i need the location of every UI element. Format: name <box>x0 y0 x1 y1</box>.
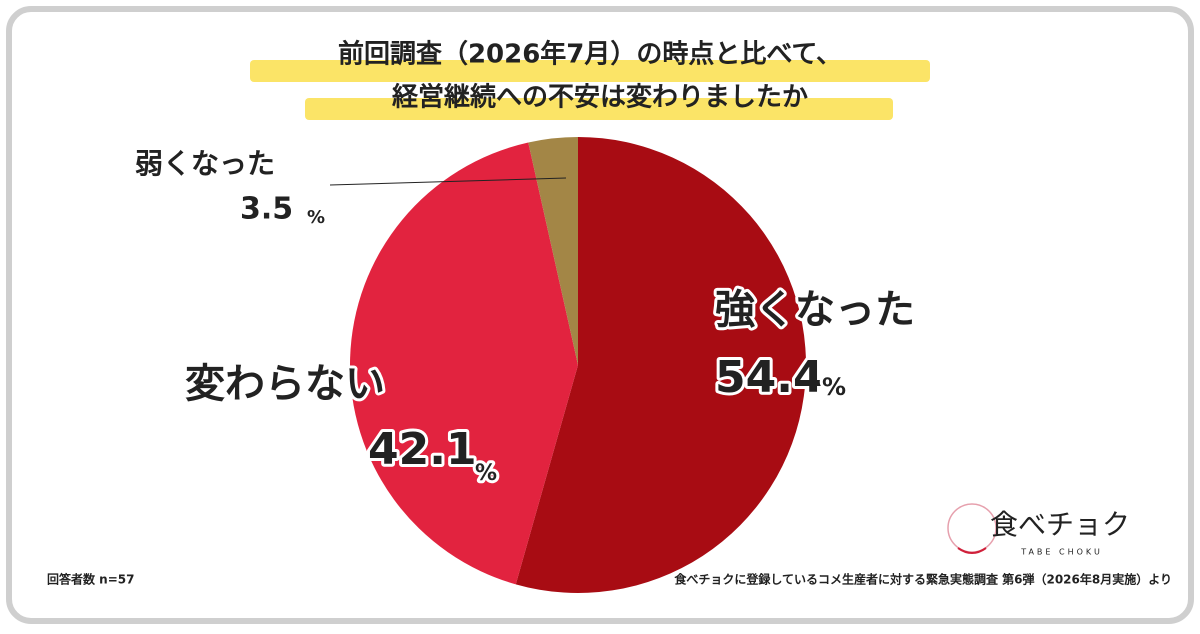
leader-line <box>329 177 567 186</box>
source: 食べチョクに登録しているコメ生産者に対する緊急実態調査 第6弾（2026年8月実… <box>673 572 1172 587</box>
slice-label: 強くなった <box>715 287 915 333</box>
logo-romaji: TABE CHOKU <box>1020 548 1103 557</box>
logo-mark <box>957 547 987 554</box>
slice-label: 変わらない <box>185 361 385 407</box>
slice-label: 弱くなった <box>135 147 275 180</box>
value-label: 42.1 <box>368 424 477 475</box>
title-highlight <box>250 60 930 82</box>
unit-label: % <box>307 207 325 228</box>
pie-slice <box>350 142 578 585</box>
unit-label: % <box>822 373 846 401</box>
chart-title: 経営継続への不安は変わりましたか <box>392 82 808 113</box>
pie <box>350 137 806 593</box>
sample-size: 回答者数 n=57 <box>47 572 134 587</box>
value-label: 3.5 <box>240 192 293 227</box>
pie-slice <box>528 137 578 365</box>
title-highlight <box>305 98 893 120</box>
logo-name: 食べチョク <box>990 508 1130 541</box>
logo: 食べチョク TABE CHOKU <box>947 503 1130 557</box>
pie-slice <box>515 137 806 593</box>
unit-label: % <box>475 461 497 486</box>
chart-title: 前回調査（2026年7月）の時点と比べて、 <box>338 39 842 70</box>
value-label: 54.4 <box>715 352 824 403</box>
labels: 強くなった 54.4% 変わらない 42.1% 弱くなった 3.5% <box>132 144 918 489</box>
